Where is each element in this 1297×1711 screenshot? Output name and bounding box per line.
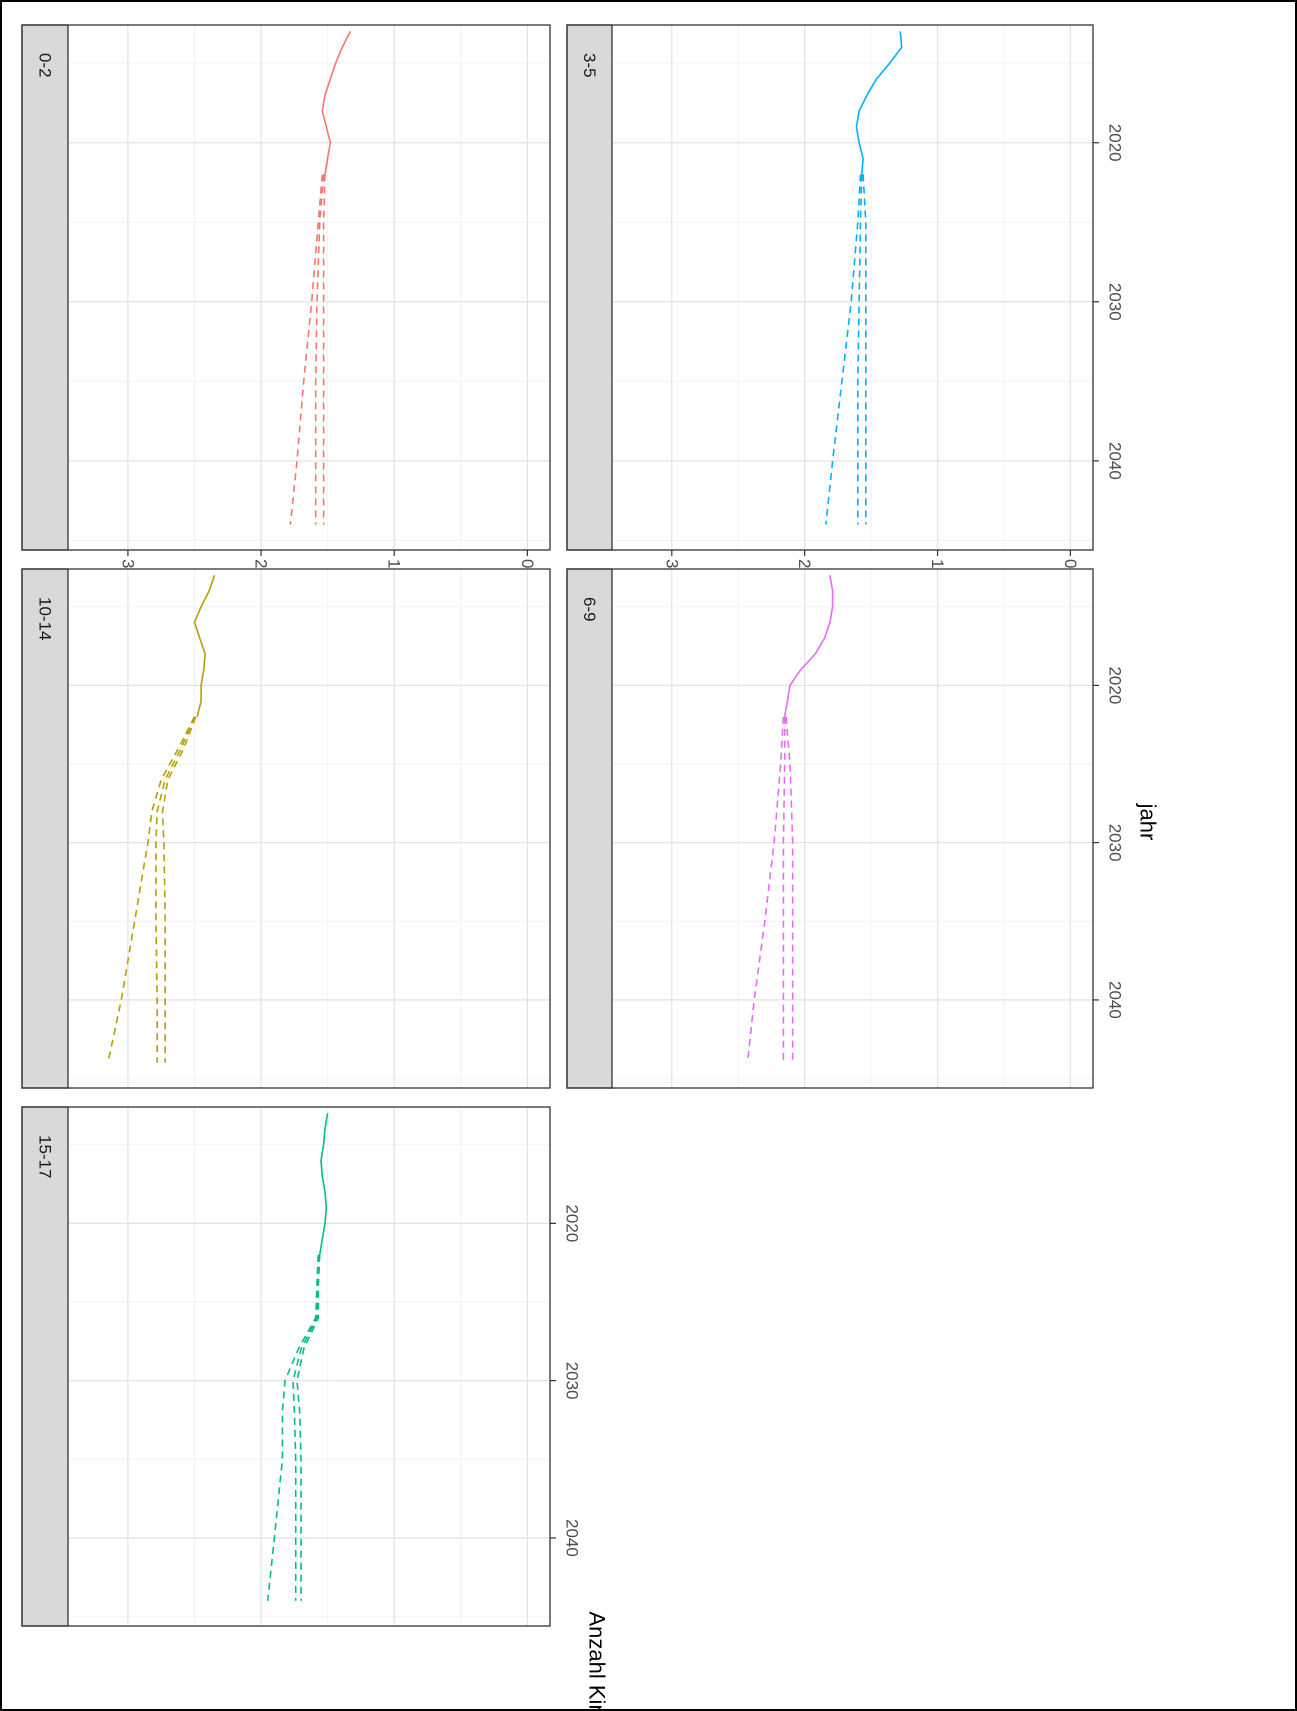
facet-panel-6-9: 6-9 2020 2030 2040: [566, 568, 1125, 1089]
facet-strip: [566, 568, 613, 1089]
facet-label: 6-9: [580, 597, 599, 622]
projection-line-3: [322, 174, 326, 525]
projection-line-3: [296, 1254, 321, 1601]
facet-strip: [21, 568, 69, 1089]
facet-strip: [21, 24, 69, 551]
panel-border: [21, 568, 551, 1089]
observed-line: [318, 1113, 329, 1255]
facet-panel-15-17: 15-17 2020 2030 2040: [21, 1106, 582, 1627]
x-tick-label: 2020: [1106, 666, 1125, 704]
panel-border: [21, 1106, 551, 1627]
x-tick-label: 2030: [563, 1362, 582, 1400]
x-tick-label: 2040: [1106, 442, 1125, 480]
projection-line-2: [155, 716, 196, 1063]
x-tick-label: 2020: [1106, 124, 1125, 162]
projection-line-1: [289, 174, 324, 525]
panel-border: [566, 24, 1094, 551]
projection-line-3: [862, 174, 867, 525]
observed-line: [783, 575, 834, 717]
projection-line-1: [107, 716, 196, 1063]
x-tick-label: 2040: [563, 1519, 582, 1557]
y-axis-title: Anzahl Kinder: [585, 1612, 610, 1711]
projection-line-3: [785, 716, 794, 1063]
observed-line: [321, 31, 352, 175]
y-tick-label: 0: [1061, 559, 1080, 568]
x-tick-label: 2040: [1106, 981, 1125, 1019]
projection-line-3: [161, 716, 197, 1063]
observed-line: [855, 31, 903, 175]
panel-background: [68, 25, 550, 550]
panel-border: [566, 568, 1094, 1089]
projection-line-1: [825, 174, 862, 525]
facet-label: 3-5: [580, 53, 599, 78]
projection-line-2: [314, 174, 325, 525]
projection-line-2: [782, 716, 786, 1063]
facet-strip: [566, 24, 613, 551]
facet-label: 10-14: [36, 597, 55, 640]
x-tick-label: 2030: [1106, 824, 1125, 862]
facet-strip: [21, 1106, 69, 1627]
facet-panel-3-5: 3-50100020003000202020302040: [566, 24, 1125, 597]
x-tick-label: 2020: [563, 1204, 582, 1242]
observed-line: [193, 575, 216, 717]
y-tick-label: 0: [518, 559, 537, 568]
projection-line-1: [746, 716, 785, 1063]
projection-line-2: [292, 1254, 320, 1601]
panel-background: [612, 569, 1093, 1088]
panel-border: [21, 24, 551, 551]
facet-panel-0-2: 0-20100020003000: [21, 24, 551, 597]
projection-line-2: [856, 174, 863, 525]
panel-background: [68, 569, 550, 1088]
x-tick-label: 2030: [1106, 283, 1125, 321]
facet-label: 0-2: [36, 53, 55, 78]
facet-label: 15-17: [36, 1135, 55, 1178]
panel-background: [68, 1107, 550, 1626]
facet-panel-10-14: 10-14: [21, 568, 551, 1089]
x-axis-title: jahr: [1136, 803, 1161, 841]
